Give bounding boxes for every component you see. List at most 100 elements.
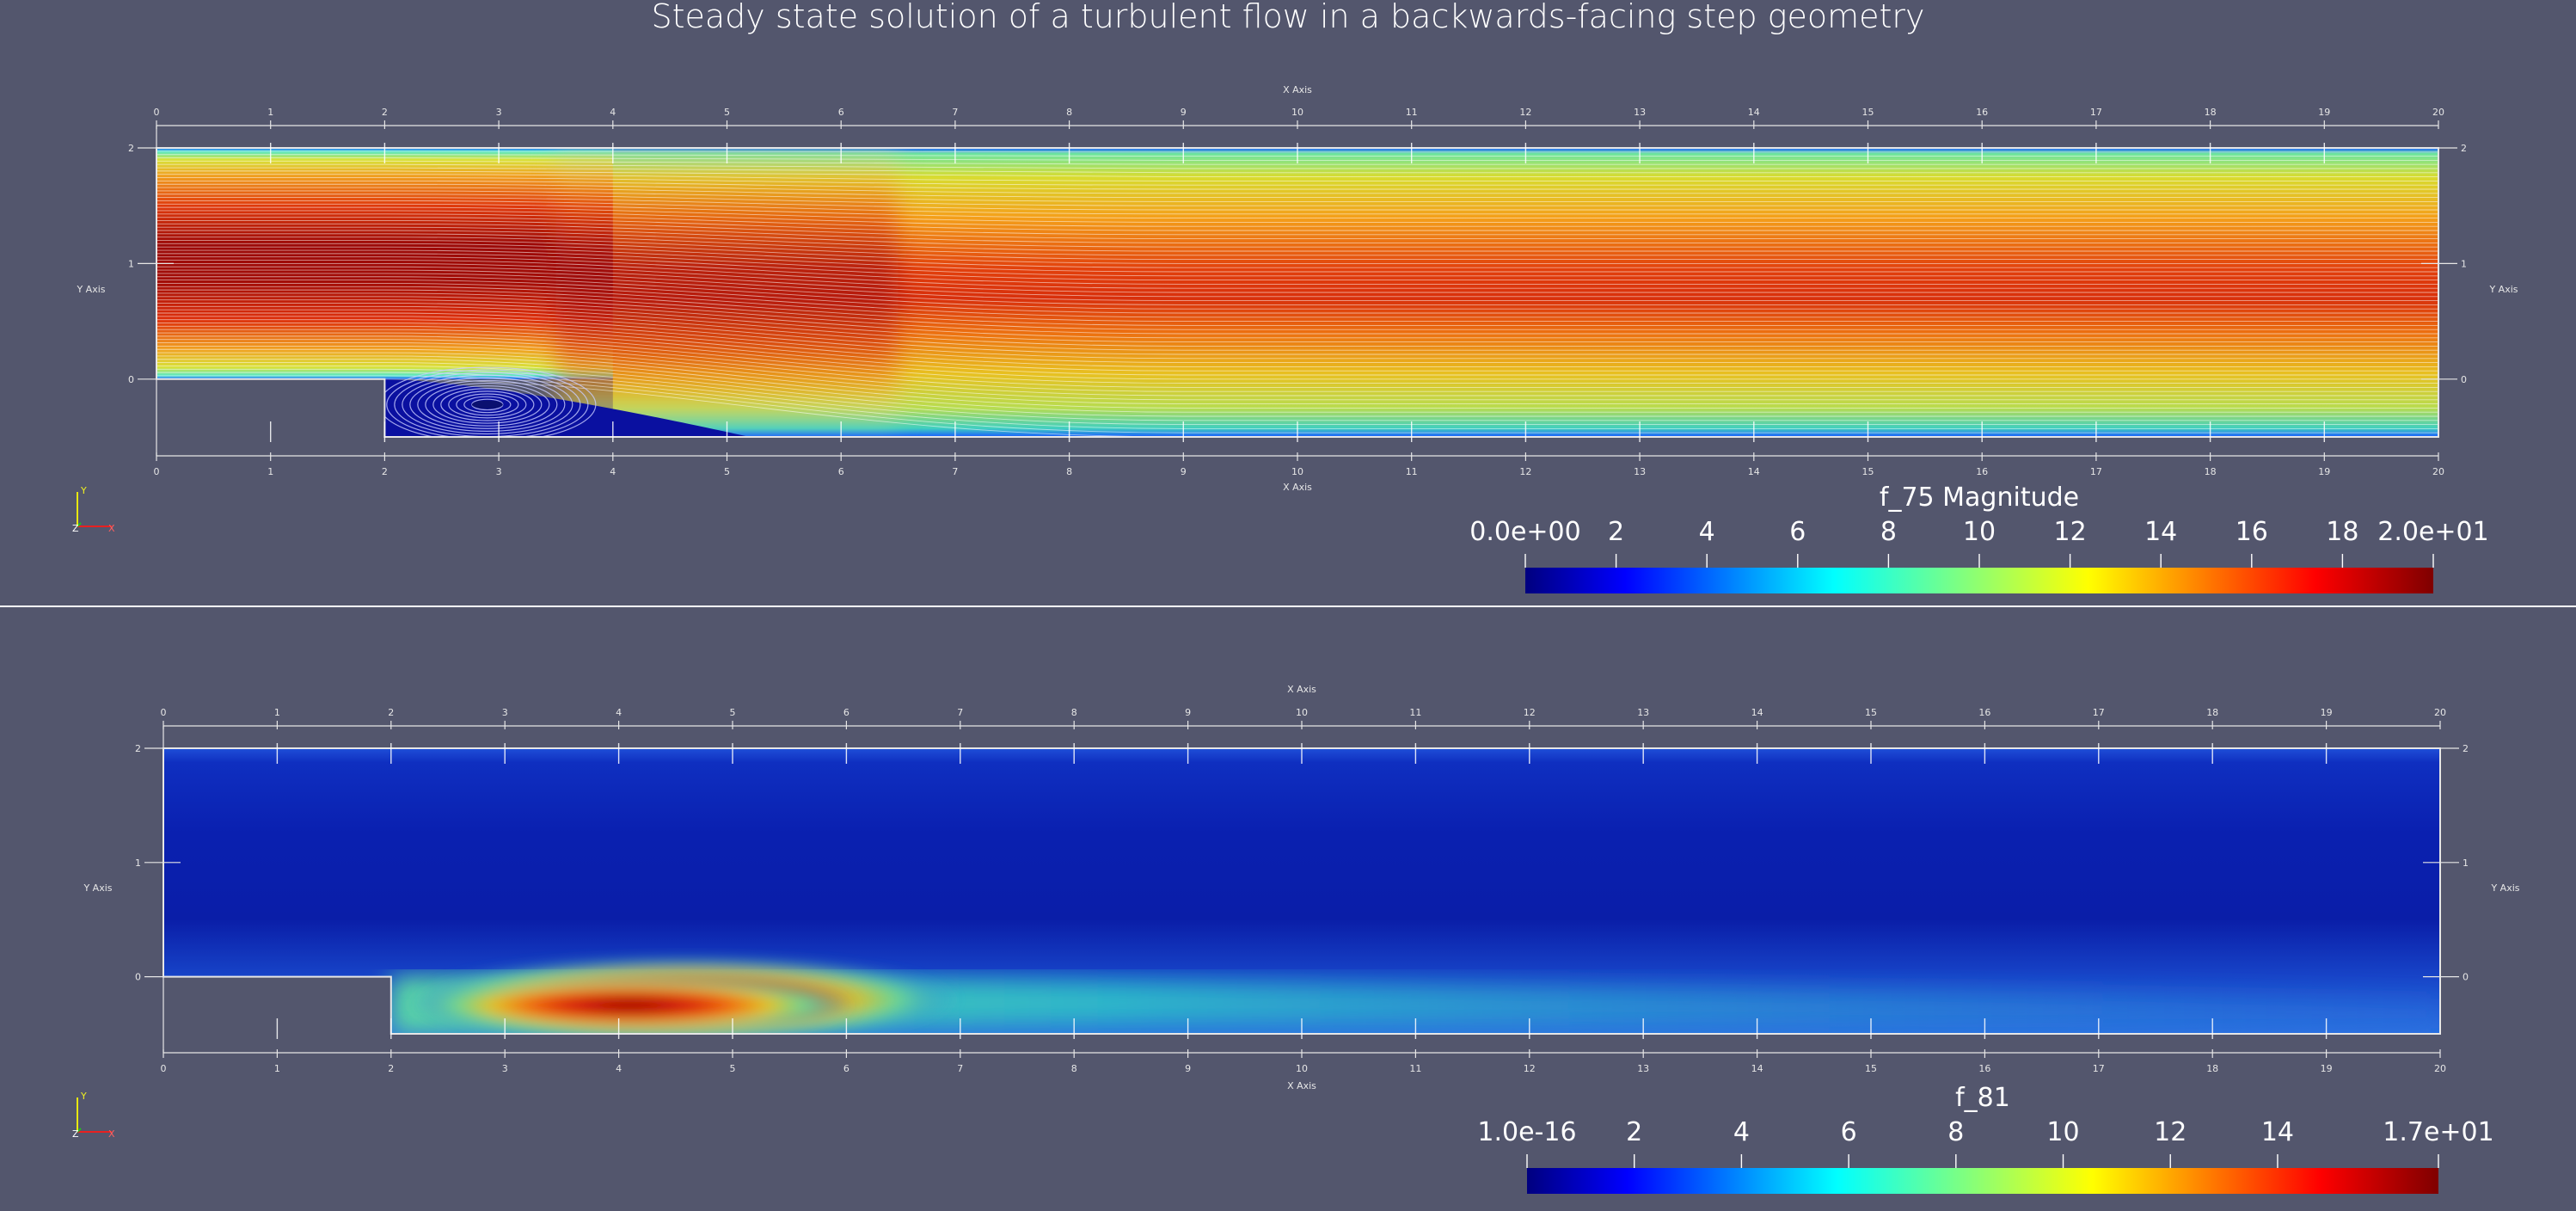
x-tick-label-top: 1 bbox=[267, 107, 273, 118]
streamline bbox=[156, 299, 2438, 339]
x-axis-title-bottom: X Axis bbox=[1283, 482, 1312, 493]
streamline bbox=[156, 253, 2438, 281]
colorbar-tick-label: 6 bbox=[1789, 517, 1806, 547]
streamline bbox=[156, 309, 2438, 351]
x-tick-label-bottom: 8 bbox=[1066, 466, 1072, 477]
colorbar-tick-label: 1.7e+01 bbox=[2383, 1117, 2493, 1147]
x-tick-label-bottom: 10 bbox=[1296, 1063, 1308, 1074]
x-tick-label-top: 5 bbox=[724, 107, 730, 118]
y-tick-label-left: 1 bbox=[128, 258, 134, 269]
x-tick-label-bottom: 5 bbox=[730, 1063, 736, 1074]
x-tick-label-top: 2 bbox=[382, 107, 388, 118]
x-tick-label-bottom: 9 bbox=[1185, 1063, 1191, 1074]
colorbar-title: f_81 bbox=[1955, 1083, 2010, 1113]
streamline bbox=[156, 200, 2438, 215]
x-tick-label-bottom: 13 bbox=[1637, 1063, 1649, 1074]
streamline bbox=[156, 280, 2438, 314]
x-tick-label-bottom: 0 bbox=[154, 466, 160, 477]
streamline bbox=[156, 262, 2438, 293]
x-tick-label-top: 8 bbox=[1071, 707, 1077, 718]
colorbar-f81: f_81 1.0e-16 2 4 6 8 10 12 14 1.7e+01 bbox=[1477, 1083, 2494, 1194]
x-tick-label-bottom: 4 bbox=[616, 1063, 622, 1074]
x-tick-label-top: 2 bbox=[388, 707, 394, 718]
streamline bbox=[156, 197, 2438, 211]
streamline bbox=[156, 365, 2438, 421]
colorbar-tick-label: 18 bbox=[2326, 517, 2358, 547]
x-axis-label: X bbox=[108, 523, 115, 534]
x-tick-label-top: 11 bbox=[1406, 107, 1418, 118]
x-tick-label-top: 9 bbox=[1181, 107, 1187, 118]
vortex-streamline bbox=[448, 390, 527, 419]
colorbar-tick-label: 2 bbox=[1626, 1117, 1642, 1147]
colorbar-tick-label: 12 bbox=[2154, 1117, 2187, 1147]
colorbar-tick-label: 2.0e+01 bbox=[2377, 517, 2488, 547]
y-tick-label-left: 2 bbox=[135, 743, 141, 754]
colorbar-title: f_75 Magnitude bbox=[1880, 483, 2079, 513]
streamline bbox=[156, 230, 2438, 252]
x-tick-label-bottom: 13 bbox=[1634, 466, 1646, 477]
vortex-streamline bbox=[456, 393, 519, 416]
x-tick-label-top: 12 bbox=[1524, 707, 1536, 718]
streamline bbox=[156, 316, 2438, 360]
streamline bbox=[156, 157, 2438, 161]
x-tick-label-bottom: 15 bbox=[1862, 466, 1874, 477]
x-tick-label-top: 15 bbox=[1862, 107, 1874, 118]
streamline bbox=[156, 339, 2438, 388]
x-tick-label-top: 7 bbox=[952, 107, 958, 118]
colorbar-gradient bbox=[1527, 1168, 2438, 1194]
colorbar-tick-label: 8 bbox=[1947, 1117, 1964, 1147]
x-tick-label-bottom: 18 bbox=[2206, 1063, 2218, 1074]
x-tick-label-top: 19 bbox=[2318, 107, 2330, 118]
x-tick-label-top: 18 bbox=[2206, 707, 2218, 718]
vortex-streamline bbox=[402, 374, 573, 435]
y-tick-label-left: 0 bbox=[128, 374, 134, 385]
streamline bbox=[156, 223, 2438, 243]
streamline bbox=[156, 282, 2438, 318]
y-axis-title-left: Y Axis bbox=[76, 284, 105, 295]
x-axis-label: X bbox=[108, 1128, 115, 1140]
vortex-streamline bbox=[409, 377, 566, 432]
streamline bbox=[156, 210, 2438, 227]
x-tick-label-top: 7 bbox=[957, 707, 963, 718]
x-tick-label-top: 17 bbox=[2090, 107, 2102, 118]
x-tick-label-bottom: 7 bbox=[952, 466, 958, 477]
streamline bbox=[156, 335, 2438, 384]
z-axis-label: Z bbox=[72, 523, 79, 534]
x-tick-label-bottom: 15 bbox=[1865, 1063, 1877, 1074]
x-tick-label-top: 10 bbox=[1296, 707, 1308, 718]
x-tick-label-top: 17 bbox=[2093, 707, 2105, 718]
z-axis-label: Z bbox=[72, 1128, 79, 1140]
y-tick-label-right: 0 bbox=[2463, 972, 2469, 983]
f81-high-region bbox=[402, 974, 858, 1034]
x-tick-label-top: 20 bbox=[2434, 707, 2446, 718]
y-tick-label-left: 0 bbox=[135, 972, 141, 983]
x-tick-label-bottom: 1 bbox=[267, 466, 273, 477]
streamline bbox=[156, 345, 2438, 396]
x-tick-label-top: 11 bbox=[1409, 707, 1421, 718]
x-tick-label-bottom: 20 bbox=[2434, 1063, 2446, 1074]
colorbar-tick-label: 6 bbox=[1841, 1117, 1857, 1147]
streamline bbox=[156, 190, 2438, 202]
colorbar-tick-label: 14 bbox=[2144, 517, 2177, 547]
x-axis-title-top: X Axis bbox=[1287, 684, 1316, 695]
streamline bbox=[156, 240, 2438, 264]
x-tick-label-top: 6 bbox=[838, 107, 844, 118]
vortex-streamline bbox=[463, 396, 512, 414]
x-tick-label-bottom: 1 bbox=[274, 1063, 280, 1074]
streamline bbox=[156, 180, 2438, 190]
y-tick-label-left: 2 bbox=[128, 143, 134, 154]
x-axis-title-top: X Axis bbox=[1283, 84, 1312, 95]
x-tick-label-top: 1 bbox=[274, 707, 280, 718]
x-tick-label-top: 19 bbox=[2321, 707, 2333, 718]
streamline bbox=[156, 329, 2438, 376]
y-axis-title-right: Y Axis bbox=[2490, 882, 2519, 894]
streamline bbox=[156, 246, 2438, 273]
x-tick-label-bottom: 17 bbox=[2093, 1063, 2105, 1074]
y-axis-title-left: Y Axis bbox=[83, 882, 112, 894]
streamline bbox=[156, 237, 2438, 261]
streamline bbox=[156, 233, 2438, 256]
x-tick-label-top: 16 bbox=[1978, 707, 1990, 718]
streamline bbox=[156, 151, 2438, 153]
x-tick-label-bottom: 4 bbox=[610, 466, 616, 477]
streamline bbox=[156, 220, 2438, 240]
